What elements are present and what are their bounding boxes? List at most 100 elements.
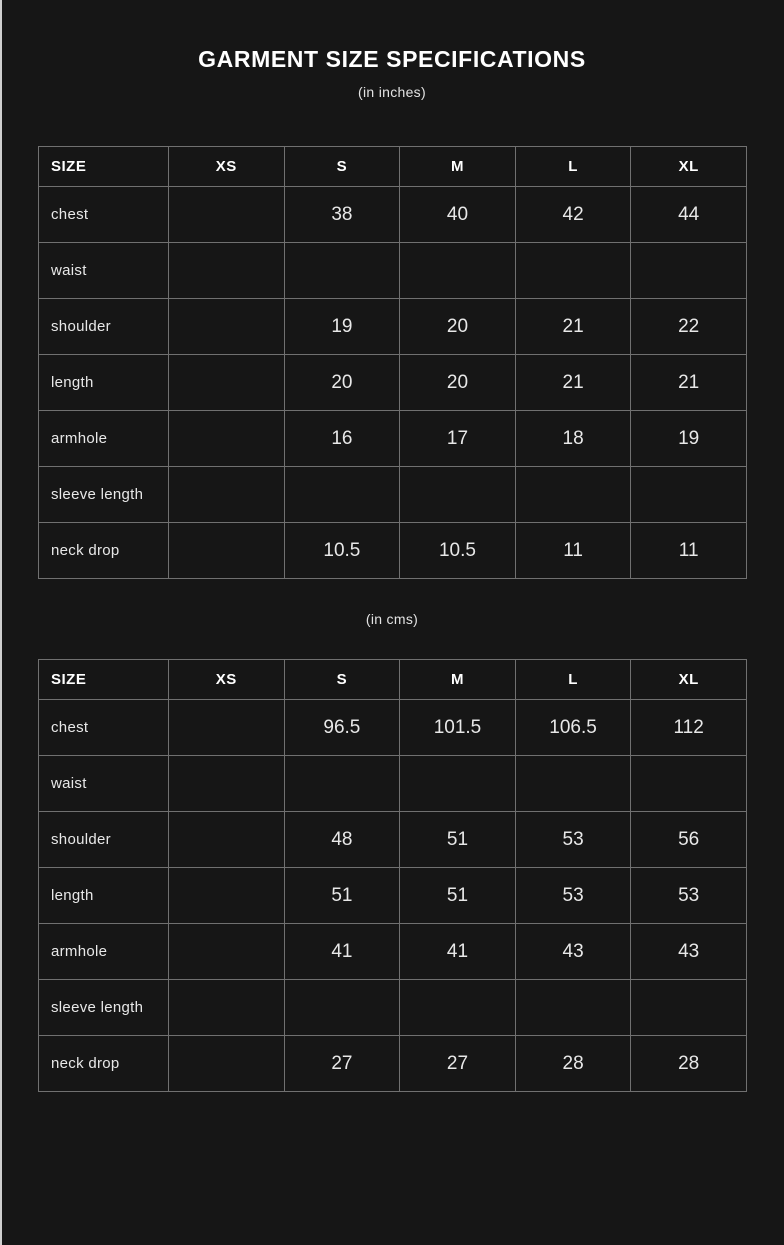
table-row: waist (38, 755, 747, 812)
size-value-cell: 106.5 (514, 699, 632, 756)
size-value-cell: 19 (283, 298, 401, 355)
size-value-cell (630, 979, 747, 1036)
size-value-cell (283, 242, 401, 299)
size-value-cell (399, 979, 516, 1036)
size-value-cell: 27 (283, 1035, 401, 1092)
table-row: shoulder 48 51 53 56 (38, 811, 747, 868)
table-row: armhole 41 41 43 43 (38, 923, 747, 980)
size-value-cell (283, 979, 401, 1036)
size-value-cell: 20 (399, 354, 516, 411)
size-value-cell: 22 (630, 298, 747, 355)
table-row: neck drop 10.5 10.5 11 11 (38, 522, 747, 579)
size-value-cell: 53 (630, 867, 747, 924)
size-value-cell (168, 867, 285, 924)
size-value-cell: 43 (514, 923, 632, 980)
size-value-cell: 20 (283, 354, 401, 411)
row-label: length (38, 354, 169, 411)
size-value-cell (514, 979, 632, 1036)
table-row: waist (38, 242, 747, 299)
size-value-cell: 18 (514, 410, 632, 467)
size-value-cell (168, 522, 285, 579)
size-value-cell (283, 466, 401, 523)
row-label: neck drop (38, 522, 169, 579)
size-value-cell (168, 410, 285, 467)
column-header-s: S (283, 659, 401, 700)
size-value-cell (514, 755, 632, 812)
column-header-m: M (399, 146, 516, 187)
size-value-cell (168, 242, 285, 299)
column-header-l: L (514, 659, 632, 700)
column-header-xl: XL (630, 659, 747, 700)
size-table-inches: SIZE XS S M L XL chest 38 40 42 44 waist shoulder 19… (38, 146, 747, 579)
size-value-cell: 17 (399, 410, 516, 467)
size-value-cell: 11 (514, 522, 632, 579)
row-label: neck drop (38, 1035, 169, 1092)
row-label: sleeve length (38, 466, 169, 523)
size-value-cell (399, 755, 516, 812)
row-label: length (38, 867, 169, 924)
size-value-cell (399, 242, 516, 299)
size-value-cell: 96.5 (283, 699, 401, 756)
row-label: armhole (38, 923, 169, 980)
size-value-cell: 21 (514, 298, 632, 355)
size-value-cell (168, 1035, 285, 1092)
table-row: neck drop 27 27 28 28 (38, 1035, 747, 1092)
size-value-cell: 43 (630, 923, 747, 980)
table-row: sleeve length (38, 979, 747, 1036)
size-value-cell (168, 979, 285, 1036)
size-value-cell (168, 811, 285, 868)
size-table-section-cms: (in cms) SIZE XS S M L XL chest 96.5 101.5 106.5… (0, 611, 784, 1092)
column-header-s: S (283, 146, 401, 187)
table-header-row: SIZE XS S M L XL (38, 146, 747, 187)
size-value-cell: 21 (630, 354, 747, 411)
size-value-cell (168, 755, 285, 812)
column-header-xs: XS (168, 146, 285, 187)
size-value-cell: 51 (283, 867, 401, 924)
table-row: chest 96.5 101.5 106.5 112 (38, 699, 747, 756)
size-value-cell: 20 (399, 298, 516, 355)
column-header-size: SIZE (38, 659, 169, 700)
table-row: chest 38 40 42 44 (38, 186, 747, 243)
size-value-cell: 48 (283, 811, 401, 868)
size-value-cell (168, 699, 285, 756)
column-header-xl: XL (630, 146, 747, 187)
size-table-section-inches: (in inches) SIZE XS S M L XL chest 38 40 42 44 wai… (0, 84, 784, 579)
size-value-cell (514, 466, 632, 523)
size-value-cell: 51 (399, 811, 516, 868)
size-value-cell: 41 (399, 923, 516, 980)
size-value-cell: 27 (399, 1035, 516, 1092)
size-value-cell: 28 (514, 1035, 632, 1092)
column-header-m: M (399, 659, 516, 700)
table-header-row: SIZE XS S M L XL (38, 659, 747, 700)
size-value-cell (168, 923, 285, 980)
size-value-cell (630, 242, 747, 299)
size-value-cell (630, 755, 747, 812)
unit-label-inches: (in inches) (358, 84, 426, 100)
size-value-cell: 28 (630, 1035, 747, 1092)
table-row: shoulder 19 20 21 22 (38, 298, 747, 355)
size-value-cell (168, 466, 285, 523)
size-value-cell (630, 466, 747, 523)
size-value-cell: 42 (514, 186, 632, 243)
row-label: waist (38, 755, 169, 812)
page-title: GARMENT SIZE SPECIFICATIONS (198, 46, 586, 72)
size-value-cell: 53 (514, 867, 632, 924)
row-label: chest (38, 186, 169, 243)
size-value-cell: 101.5 (399, 699, 516, 756)
size-value-cell: 11 (630, 522, 747, 579)
size-value-cell: 44 (630, 186, 747, 243)
size-value-cell: 56 (630, 811, 747, 868)
size-value-cell: 10.5 (283, 522, 401, 579)
row-label: armhole (38, 410, 169, 467)
size-value-cell: 10.5 (399, 522, 516, 579)
unit-label-cms: (in cms) (365, 611, 419, 627)
table-row: length 20 20 21 21 (38, 354, 747, 411)
left-edge-highlight (0, 0, 2, 1245)
row-label: shoulder (38, 298, 169, 355)
size-value-cell (283, 755, 401, 812)
table-row: length 51 51 53 53 (38, 867, 747, 924)
size-value-cell: 38 (283, 186, 401, 243)
row-label: waist (38, 242, 169, 299)
size-value-cell: 53 (514, 811, 632, 868)
